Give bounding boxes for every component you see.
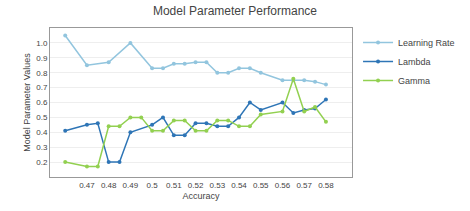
svg-text:0.58: 0.58 xyxy=(318,181,334,190)
svg-text:0.2: 0.2 xyxy=(36,158,48,167)
svg-text:0.55: 0.55 xyxy=(253,181,269,190)
svg-text:1.0: 1.0 xyxy=(36,39,48,48)
svg-text:0.3: 0.3 xyxy=(36,143,48,152)
svg-text:0.9: 0.9 xyxy=(36,54,48,63)
svg-text:Learning Rate: Learning Rate xyxy=(398,38,455,48)
svg-text:0.8: 0.8 xyxy=(36,69,48,78)
svg-text:0.51: 0.51 xyxy=(166,181,182,190)
svg-text:0.5: 0.5 xyxy=(147,181,159,190)
svg-text:0.54: 0.54 xyxy=(231,181,247,190)
svg-text:0.48: 0.48 xyxy=(101,181,117,190)
svg-text:Accuracy: Accuracy xyxy=(182,191,220,201)
svg-text:Gamma: Gamma xyxy=(398,76,430,86)
svg-text:0.52: 0.52 xyxy=(188,181,204,190)
svg-text:0.57: 0.57 xyxy=(296,181,312,190)
svg-text:Model Parameter Values: Model Parameter Values xyxy=(22,53,32,152)
svg-text:Model Parameter Performance: Model Parameter Performance xyxy=(153,4,317,18)
svg-text:Lambda: Lambda xyxy=(398,57,431,67)
svg-text:0.7: 0.7 xyxy=(36,83,48,92)
svg-text:0.47: 0.47 xyxy=(79,181,95,190)
svg-text:0.53: 0.53 xyxy=(210,181,226,190)
svg-text:0.56: 0.56 xyxy=(275,181,291,190)
svg-text:0.4: 0.4 xyxy=(36,128,48,137)
svg-text:0.5: 0.5 xyxy=(36,113,48,122)
svg-text:0.49: 0.49 xyxy=(123,181,139,190)
svg-text:0.6: 0.6 xyxy=(36,98,48,107)
